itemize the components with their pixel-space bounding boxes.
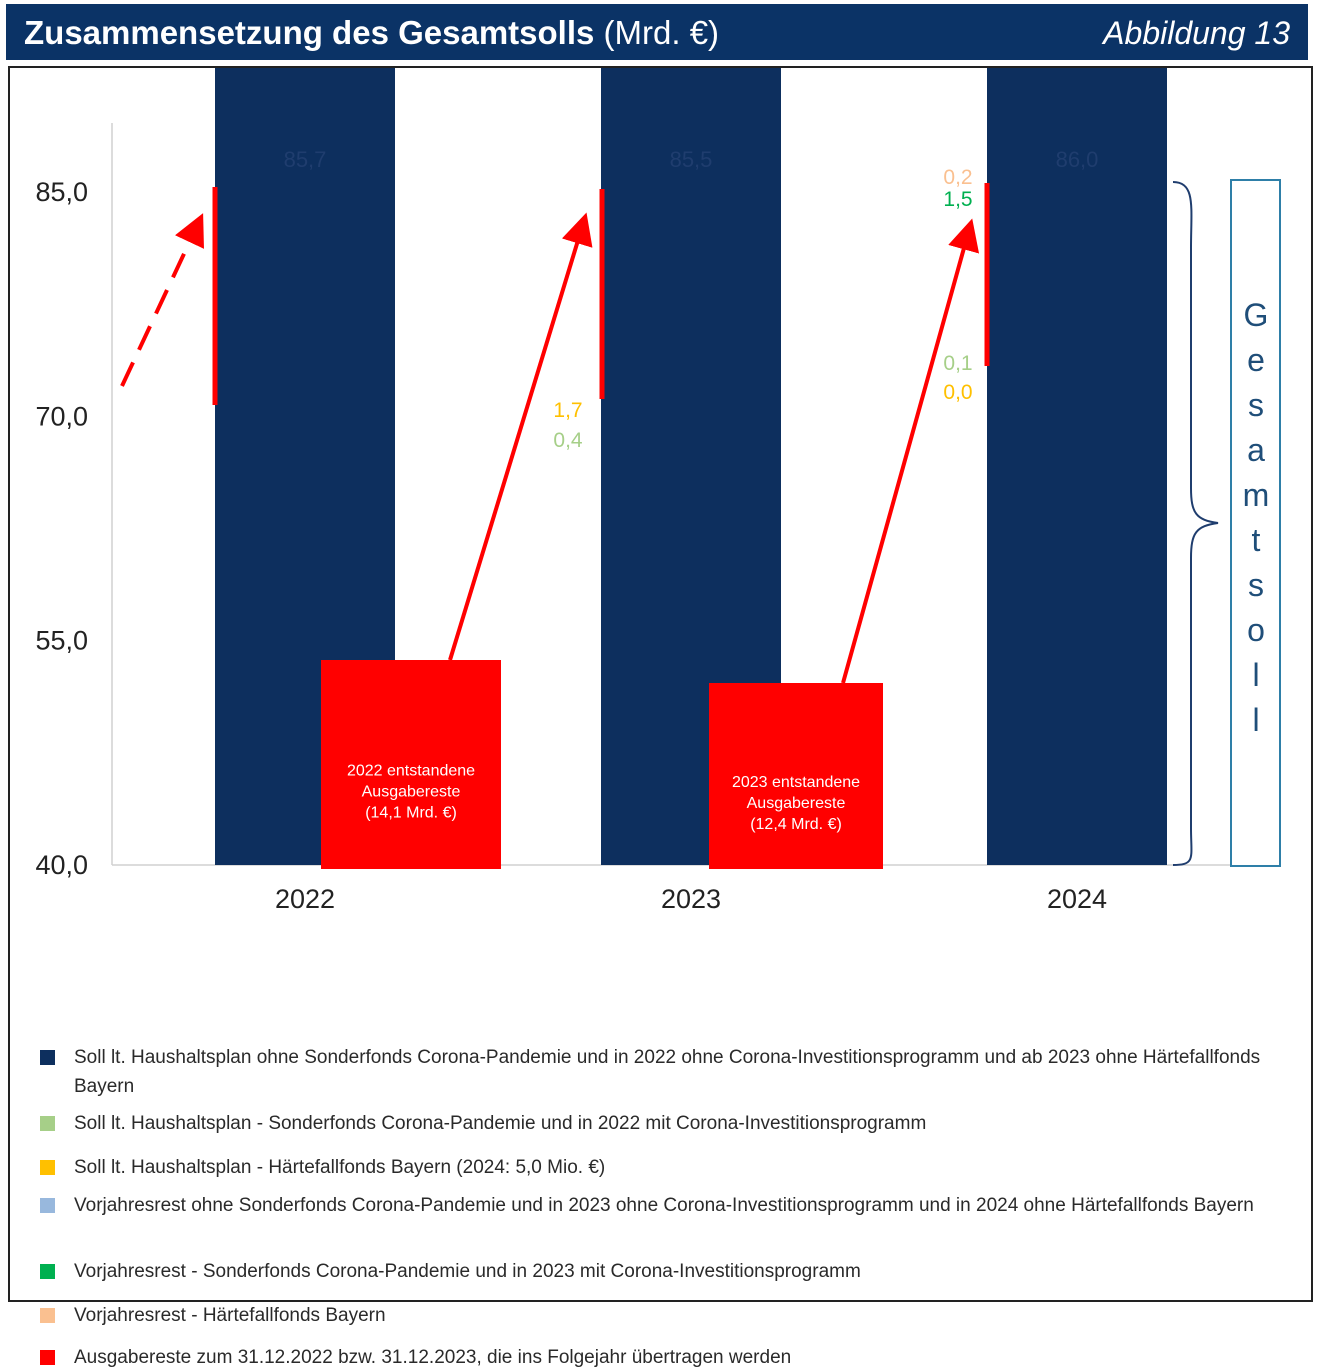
gesamtsoll-brace: [1172, 181, 1219, 866]
data-label-sonderfonds-2024: 0,1: [943, 352, 972, 375]
x-tick-label: 2022: [275, 884, 335, 914]
carryover-arrow-2022: [120, 213, 204, 387]
y-tick-label: 70,0: [35, 401, 88, 431]
bar-total-label: 85,7: [284, 147, 327, 172]
gesamtsoll-letter: l: [1252, 702, 1259, 738]
legend-label: Soll lt. Haushaltsplan ohne Sonderfonds …: [74, 1047, 1261, 1097]
ausgabereste-label: (14,1 Mrd. €): [365, 805, 457, 822]
gesamtsoll-letter: a: [1247, 432, 1265, 468]
legend-swatch: [40, 1116, 55, 1131]
legend-item: Ausgabereste zum 31.12.2022 bzw. 31.12.2…: [40, 1343, 1314, 1372]
legend-swatch: [40, 1160, 55, 1175]
gesamtsoll-letter: s: [1248, 387, 1264, 423]
x-tick-label: 2024: [1047, 884, 1107, 914]
chart-title-unit: (Mrd. €): [603, 14, 720, 51]
bar-total-label: 86,0: [1056, 147, 1099, 172]
ausgabereste-label: Ausgabereste: [747, 795, 846, 812]
gesamtsoll-letter: m: [1243, 477, 1270, 513]
bar-total-label: 85,5: [670, 147, 713, 172]
legend-label: Soll lt. Haushaltsplan - Sonderfonds Cor…: [74, 1113, 927, 1134]
legend-item: Vorjahresrest - Sonderfonds Corona-Pande…: [40, 1257, 1314, 1286]
carryover-arrow-2024: [841, 218, 980, 684]
ausgabereste-box: [709, 683, 883, 869]
legend-item: Soll lt. Haushaltsplan - Härtefallfonds …: [40, 1153, 1314, 1182]
legend-swatch: [40, 1198, 55, 1213]
x-tick-label: 2023: [661, 884, 721, 914]
data-label-haertefallfonds-2024: 0,0: [943, 381, 972, 404]
legend-label: Vorjahresrest ohne Sonderfonds Corona-Pa…: [74, 1195, 1254, 1216]
legend-swatch: [40, 1050, 55, 1065]
gesamtsoll-box: [1230, 179, 1281, 867]
gesamtsoll-letter: s: [1248, 567, 1264, 603]
legend-item: Vorjahresrest ohne Sonderfonds Corona-Pa…: [40, 1191, 1314, 1220]
legend-swatch: [40, 1264, 55, 1279]
gesamtsoll-letter: l: [1252, 657, 1259, 693]
chart-title: Zusammensetzung des Gesamtsolls (Mrd. €): [24, 14, 719, 52]
bar-segment-soll_haushaltsplan: [987, 68, 1167, 865]
chart-title-main: Zusammensetzung des Gesamtsolls: [24, 14, 595, 51]
ausgabereste-label: 2023 entstandene: [732, 774, 860, 791]
legend-label: Vorjahresrest - Sonderfonds Corona-Pande…: [74, 1261, 861, 1282]
gesamtsoll-letter: e: [1247, 342, 1265, 378]
legend-label: Vorjahresrest - Härtefallfonds Bayern: [74, 1305, 386, 1326]
gesamtsoll-letter: o: [1247, 612, 1265, 648]
legend-item: Soll lt. Haushaltsplan - Sonderfonds Cor…: [40, 1109, 1314, 1138]
ausgabereste-label: Ausgabereste: [362, 784, 461, 801]
ausgabereste-box: [321, 660, 501, 869]
figure-number: Abbildung 13: [1103, 15, 1290, 51]
legend-item: Soll lt. Haushaltsplan ohne Sonderfonds …: [40, 1043, 1314, 1101]
legend-label: Soll lt. Haushaltsplan - Härtefallfonds …: [74, 1157, 606, 1178]
y-tick-label: 55,0: [35, 626, 88, 656]
figure-frame: 40,0 55,0 70,0 85,0 2022 85,7 2023 85,5 2024 86,0…: [8, 66, 1314, 1368]
data-label-vj-sonderfonds-2024: 1,5: [943, 188, 972, 211]
legend-item: Vorjahresrest - Härtefallfonds Bayern: [40, 1301, 1314, 1330]
legend-swatch: [40, 1350, 55, 1365]
gesamtsoll-letter: G: [1244, 297, 1269, 333]
stacked-bar-chart: 40,0 55,0 70,0 85,0 2022 85,7 2023 85,5 2024 86,0…: [35, 68, 1281, 914]
data-label-sonderfonds-2023: 0,4: [553, 429, 583, 452]
gesamtsoll-letter: t: [1252, 522, 1261, 558]
legend-label: Ausgabereste zum 31.12.2022 bzw. 31.12.2…: [74, 1347, 792, 1368]
y-tick-label: 40,0: [35, 850, 88, 880]
data-label-vj-haertefallfonds-2024: 0,2: [943, 166, 972, 189]
carryover-arrow-2023: [448, 212, 593, 661]
figure-header: Zusammensetzung des Gesamtsolls (Mrd. €)…: [6, 4, 1308, 60]
legend-swatch: [40, 1308, 55, 1323]
ausgabereste-label: (12,4 Mrd. €): [750, 816, 842, 833]
data-label-haertefallfonds-2023: 1,7: [553, 399, 582, 422]
ausgabereste-label: 2022 entstandene: [347, 763, 475, 780]
y-tick-label: 85,0: [35, 177, 88, 207]
